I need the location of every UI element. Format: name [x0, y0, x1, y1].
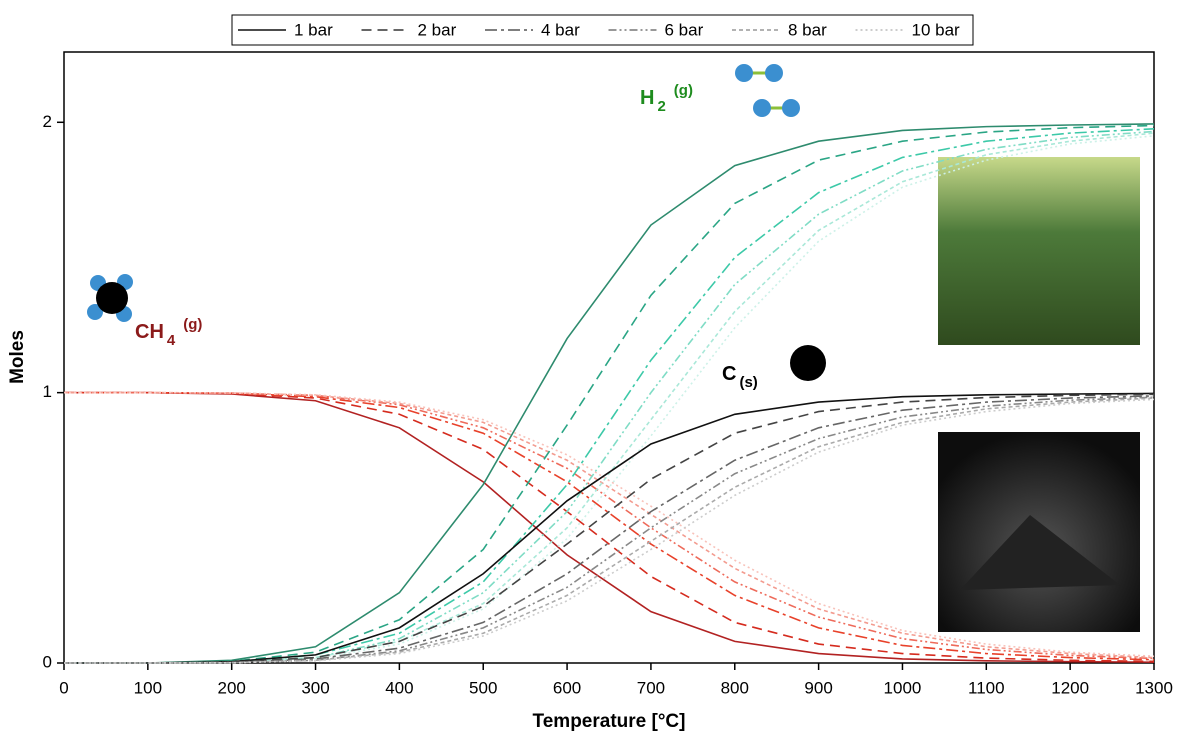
data-line — [64, 391, 1155, 661]
label-sub: 4 — [167, 332, 176, 349]
label-main: C — [722, 363, 736, 385]
plot-frame — [63, 51, 1155, 664]
data-line — [64, 391, 1155, 660]
atom — [753, 99, 771, 117]
data-line — [64, 395, 1155, 664]
x-tick-label: 200 — [218, 678, 246, 697]
y-tick-label: 0 — [43, 652, 52, 671]
x-tick-label: 300 — [301, 678, 329, 697]
x-tick-label: 1000 — [884, 678, 922, 697]
atom — [87, 304, 103, 320]
data-line — [64, 396, 1155, 664]
atom — [782, 99, 800, 117]
legend-label: 8 bar — [788, 20, 827, 39]
species-label: H 2 (g) — [640, 82, 693, 115]
x-tick-label: 1300 — [1135, 678, 1173, 697]
x-tick-label: 400 — [385, 678, 413, 697]
label-main: CH — [135, 321, 164, 343]
x-tick-label: 800 — [721, 678, 749, 697]
hydrogen-photo — [938, 157, 1140, 345]
label-state: (g) — [183, 316, 202, 333]
x-tick-label: 1200 — [1051, 678, 1089, 697]
legend — [231, 14, 974, 46]
x-tick-label: 900 — [804, 678, 832, 697]
data-line — [64, 393, 1155, 664]
x-tick-label: 1100 — [968, 678, 1005, 697]
legend-label: 4 bar — [541, 20, 580, 39]
data-line — [64, 391, 1155, 659]
x-tick-label: 700 — [637, 678, 665, 697]
data-line — [64, 391, 1155, 663]
atom — [96, 282, 128, 314]
label-main: H — [640, 87, 654, 109]
carbon-atom — [790, 345, 826, 381]
species-label: CH 4 (g) — [135, 316, 202, 349]
label-state: (g) — [674, 82, 693, 99]
data-line — [64, 123, 1155, 664]
data-line — [64, 391, 1155, 663]
y-tick-label: 2 — [43, 112, 52, 131]
data-line — [64, 127, 1155, 664]
x-tick-label: 500 — [469, 678, 497, 697]
data-line — [64, 132, 1155, 664]
legend-label: 6 bar — [665, 20, 704, 39]
label-sub: (s) — [739, 374, 757, 391]
species-label: C (s) — [722, 363, 758, 391]
carbon-pile — [960, 515, 1120, 590]
atom — [765, 64, 783, 82]
x-tick-label: 600 — [553, 678, 581, 697]
x-tick-label: 100 — [134, 678, 162, 697]
atom — [735, 64, 753, 82]
legend-label: 10 bar — [912, 20, 961, 39]
data-line — [64, 392, 1155, 664]
label-sub: 2 — [657, 98, 665, 115]
data-line — [64, 130, 1155, 664]
legend-label: 1 bar — [294, 20, 333, 39]
x-axis-title: Temperature [°C] — [533, 711, 686, 732]
data-line — [64, 398, 1155, 664]
data-line — [64, 397, 1155, 664]
y-axis-title: Moles — [7, 330, 28, 384]
data-line — [64, 391, 1155, 658]
y-tick-label: 1 — [43, 382, 52, 401]
x-tick-label: 0 — [59, 678, 68, 697]
legend-label: 2 bar — [418, 20, 457, 39]
